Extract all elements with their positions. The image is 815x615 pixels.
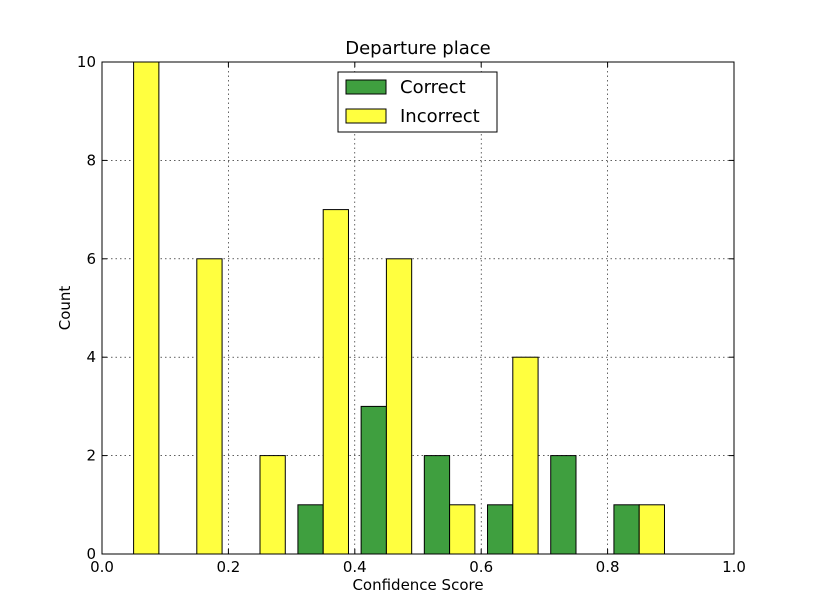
y-tick-label: 8	[86, 151, 96, 169]
bar-correct-8	[613, 504, 640, 555]
chart-title: Departure place	[345, 38, 491, 59]
x-tick-label: 0.6	[469, 558, 493, 576]
y-tick-label: 0	[86, 545, 96, 563]
y-tick-label: 2	[86, 447, 96, 465]
bar-correct-6	[487, 504, 514, 555]
bar-correct-4	[360, 405, 387, 555]
bar-incorrect-8	[638, 504, 665, 555]
bar-correct-7	[550, 455, 577, 555]
x-axis-label: Confidence Score	[352, 576, 483, 594]
ticks-layer: 0.0 0.2 0.4 0.6 0.8 1.0 0 2 4 6 8 10	[77, 53, 746, 576]
x-tick-label: 1.0	[722, 558, 746, 576]
bar-incorrect-2	[259, 455, 286, 555]
legend-label-incorrect: Incorrect	[400, 106, 480, 127]
x-tick-label: 0.8	[596, 558, 620, 576]
legend: Correct Incorrect	[337, 71, 498, 133]
legend-swatch-incorrect	[345, 108, 387, 124]
plot-frame	[101, 61, 735, 555]
bar-incorrect-4	[385, 258, 413, 555]
bar-correct-3	[297, 504, 324, 555]
bar-incorrect-0	[133, 61, 160, 555]
bar-correct-5	[423, 455, 451, 555]
x-tick-label: 0.4	[343, 558, 367, 576]
bar-incorrect-5	[449, 504, 476, 555]
grid-layer	[102, 62, 734, 554]
legend-swatch-correct	[345, 79, 387, 95]
y-tick-label: 10	[77, 53, 96, 71]
bar-incorrect-6	[512, 356, 539, 555]
x-tick-label: 0.2	[216, 558, 240, 576]
legend-label-correct: Correct	[400, 77, 466, 98]
y-tick-label: 4	[86, 348, 96, 366]
y-tick-label: 6	[86, 250, 96, 268]
x-tick-label: 0.0	[90, 558, 114, 576]
y-axis-label: Count	[56, 286, 74, 331]
bar-incorrect-3	[322, 209, 349, 555]
bar-incorrect-1	[196, 258, 223, 555]
